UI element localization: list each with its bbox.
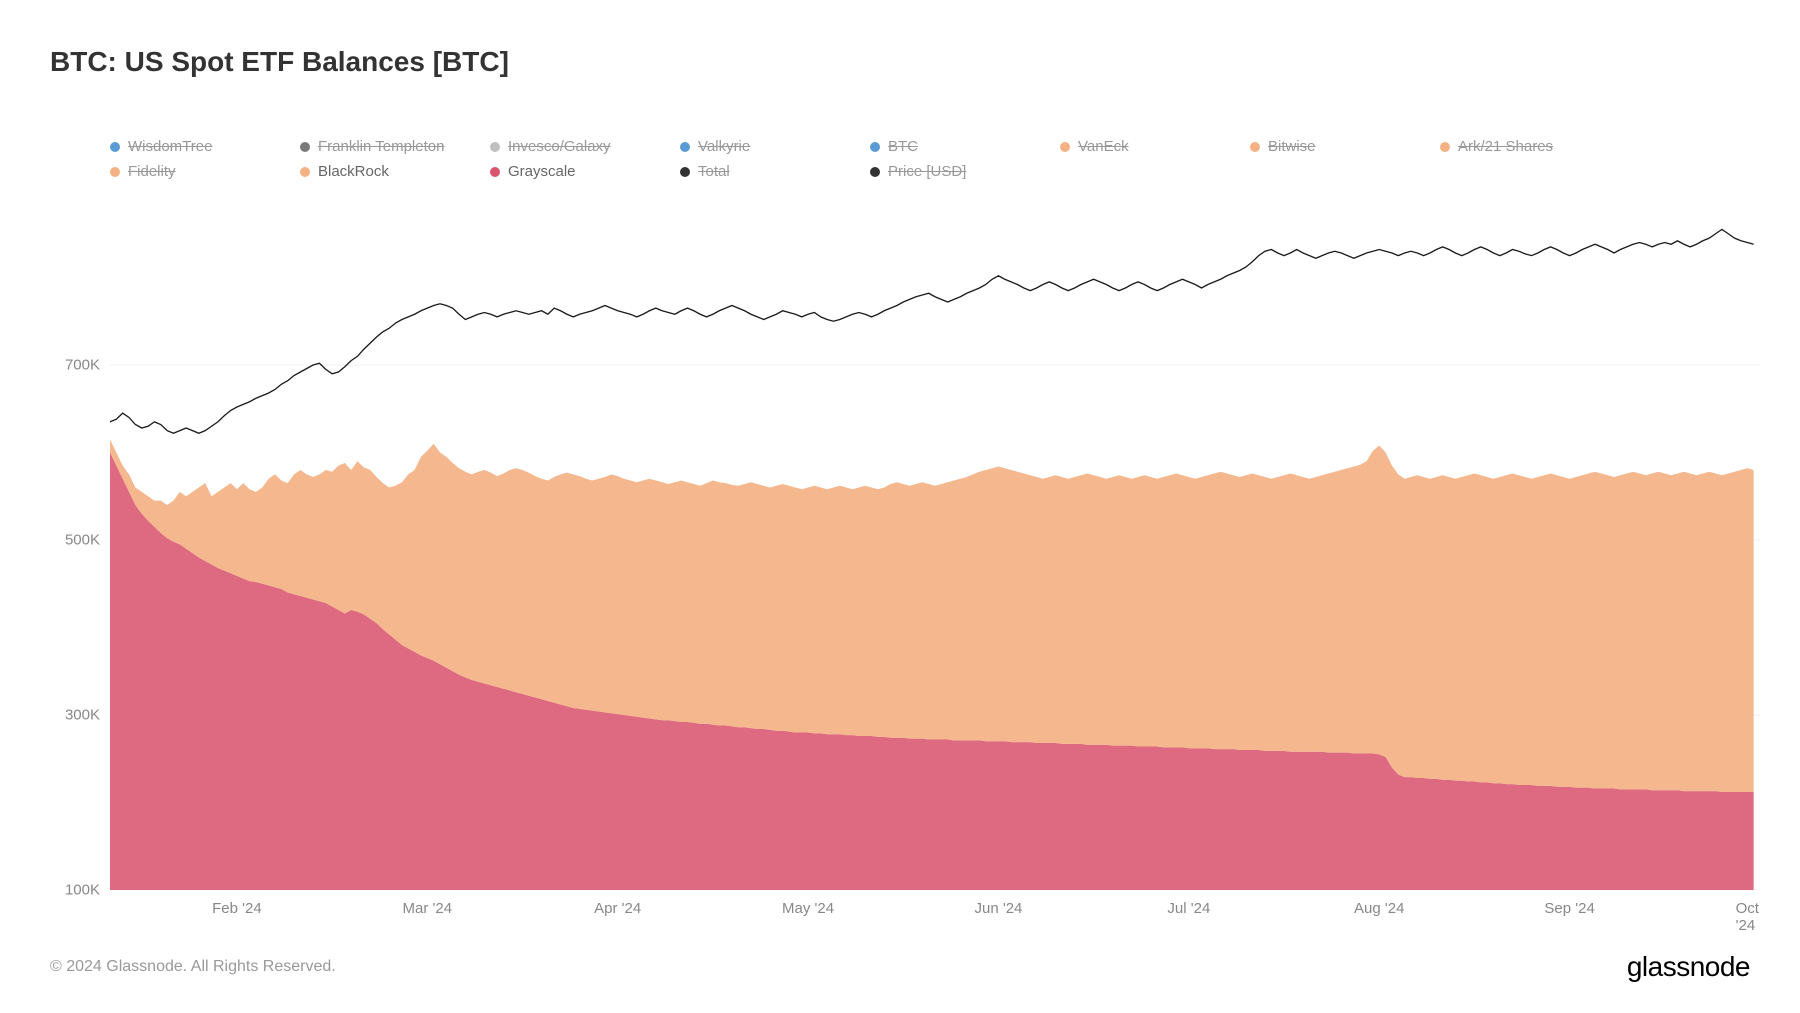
x-tick-label: Jul '24 [1167, 900, 1210, 917]
legend-dot-icon [1060, 142, 1070, 152]
chart-legend: WisdomTree Franklin Templeton Invesco/Gala… [110, 138, 1740, 188]
legend-label: Valkyrie [698, 138, 750, 155]
legend-dot-icon [870, 142, 880, 152]
x-tick-label: May '24 [782, 900, 834, 917]
legend-item[interactable]: WisdomTree [110, 138, 300, 155]
legend-item[interactable]: Total [680, 163, 870, 180]
legend-item[interactable]: VanEck [1060, 138, 1250, 155]
legend-item[interactable]: Grayscale [490, 163, 680, 180]
legend-label: Invesco/Galaxy [508, 138, 611, 155]
legend-dot-icon [1440, 142, 1450, 152]
legend-dot-icon [490, 142, 500, 152]
legend-dot-icon [110, 142, 120, 152]
line-total [110, 229, 1754, 433]
y-tick-label: 100K [40, 882, 100, 899]
legend-item[interactable]: Ark/21 Shares [1440, 138, 1630, 155]
y-tick-label: 500K [40, 532, 100, 549]
copyright-text: © 2024 Glassnode. All Rights Reserved. [50, 958, 336, 976]
legend-label: Price [USD] [888, 163, 966, 180]
legend-label: VanEck [1078, 138, 1129, 155]
x-tick-label: Mar '24 [403, 900, 453, 917]
x-tick-label: Jun '24 [975, 900, 1023, 917]
legend-dot-icon [1250, 142, 1260, 152]
legend-label: Franklin Templeton [318, 138, 444, 155]
legend-label: Ark/21 Shares [1458, 138, 1553, 155]
legend-label: Total [698, 163, 730, 180]
legend-item[interactable]: Invesco/Galaxy [490, 138, 680, 155]
chart-plot [110, 190, 1760, 890]
y-tick-label: 300K [40, 707, 100, 724]
y-tick-label: 700K [40, 357, 100, 374]
legend-label: Fidelity [128, 163, 176, 180]
legend-label: BTC [888, 138, 918, 155]
legend-label: Bitwise [1268, 138, 1316, 155]
legend-label: WisdomTree [128, 138, 212, 155]
footer: © 2024 Glassnode. All Rights Reserved. g… [50, 951, 1750, 983]
legend-dot-icon [110, 167, 120, 177]
x-tick-label: Oct '24 [1736, 900, 1759, 934]
legend-item[interactable]: BlackRock [300, 163, 490, 180]
legend-dot-icon [870, 167, 880, 177]
x-tick-label: Sep '24 [1544, 900, 1594, 917]
legend-item[interactable]: Fidelity [110, 163, 300, 180]
brand-logo: glassnode [1627, 951, 1750, 983]
legend-dot-icon [680, 167, 690, 177]
legend-dot-icon [680, 142, 690, 152]
legend-dot-icon [490, 167, 500, 177]
legend-item[interactable]: Bitwise [1250, 138, 1440, 155]
legend-label: BlackRock [318, 163, 389, 180]
x-tick-label: Aug '24 [1354, 900, 1404, 917]
y-axis-labels: 100K300K500K700K [40, 190, 100, 890]
legend-dot-icon [300, 167, 310, 177]
x-tick-label: Apr '24 [594, 900, 641, 917]
legend-dot-icon [300, 142, 310, 152]
legend-item[interactable]: Franklin Templeton [300, 138, 490, 155]
legend-item[interactable]: Price [USD] [870, 163, 1060, 180]
legend-label: Grayscale [508, 163, 576, 180]
chart-title: BTC: US Spot ETF Balances [BTC] [50, 46, 509, 78]
x-tick-label: Feb '24 [212, 900, 262, 917]
legend-item[interactable]: BTC [870, 138, 1060, 155]
legend-item[interactable]: Valkyrie [680, 138, 870, 155]
